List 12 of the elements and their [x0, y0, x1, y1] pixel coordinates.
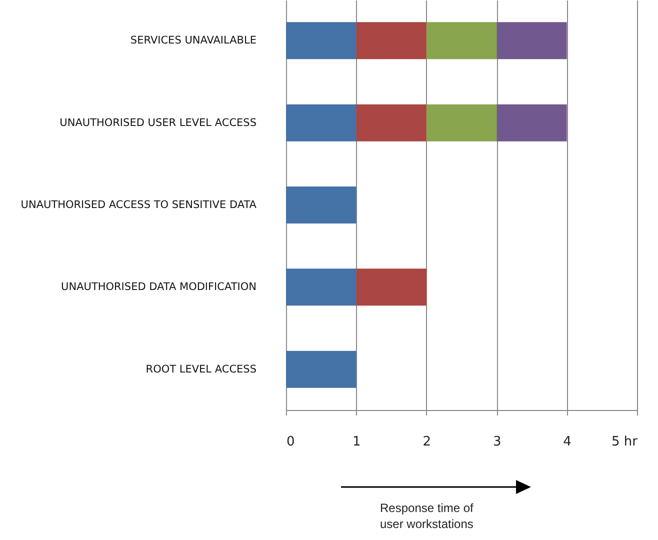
text: Response time of user workstations — [380, 500, 474, 532]
y-tick-label: ROOT LEVEL ACCESS — [146, 363, 257, 376]
x-tick-label: 4 — [563, 434, 572, 450]
x-tick-label: 1 — [352, 434, 361, 450]
y-tick-label: UNAUTHORISED DATA MODIFICATION — [61, 281, 256, 294]
x-tick-label: 0 — [286, 434, 295, 450]
y-tick-label: UNAUTHORISED USER LEVEL ACCESS — [60, 116, 257, 129]
x-tick-label: 3 — [492, 434, 502, 450]
x-tick-label: 5 hr — [612, 434, 638, 450]
y-tick-label: UNAUTHORISED ACCESS TO SENSITIVE DATA — [20, 199, 258, 211]
x-tick-label: 2 — [422, 434, 432, 450]
y-tick-label: SERVICES UNAVAILABLE — [130, 34, 256, 47]
